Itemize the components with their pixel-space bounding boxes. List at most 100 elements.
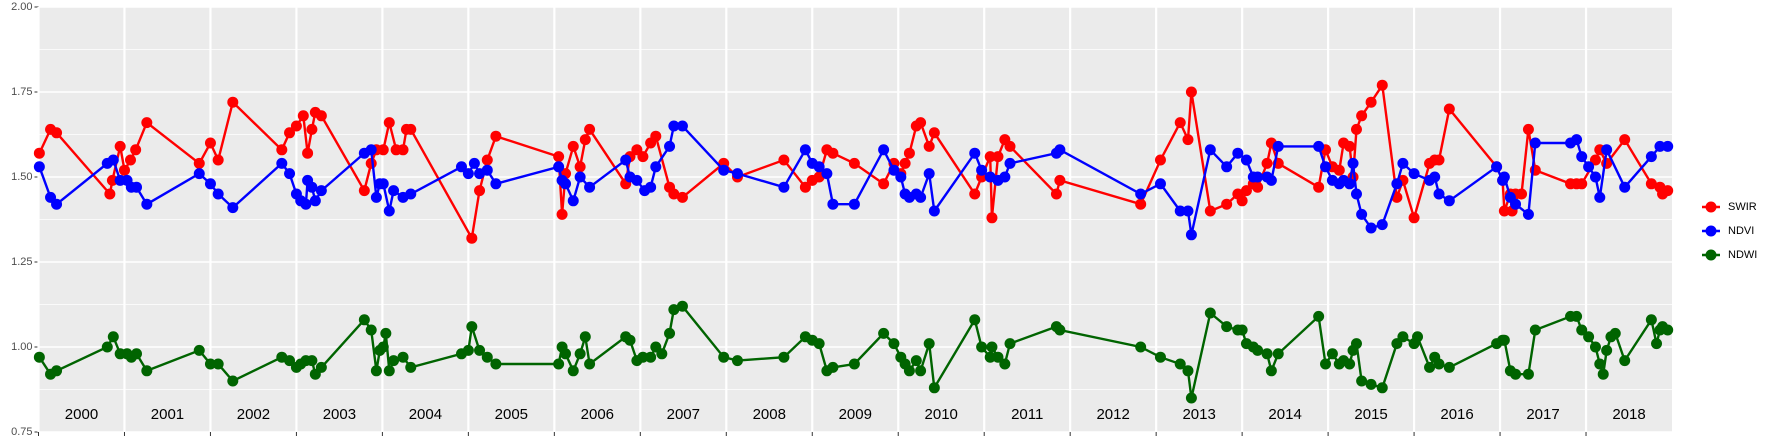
data-point <box>1529 137 1541 149</box>
data-point <box>645 351 657 363</box>
data-point <box>1651 338 1663 350</box>
data-point <box>33 351 45 363</box>
data-point <box>574 171 586 183</box>
y-tick-label: 1.00 <box>11 341 32 353</box>
data-point <box>878 178 890 190</box>
data-point <box>370 191 382 203</box>
data-point <box>204 137 216 149</box>
data-point <box>1510 368 1522 380</box>
year-label: 2003 <box>323 406 356 423</box>
data-point <box>1236 195 1248 207</box>
data-point <box>462 168 474 180</box>
data-point <box>1174 205 1186 217</box>
data-point <box>1597 368 1609 380</box>
data-point <box>1433 188 1445 200</box>
data-point <box>1619 181 1631 193</box>
data-point <box>556 208 568 220</box>
data-point <box>567 195 579 207</box>
data-point <box>383 117 395 129</box>
year-label: 2006 <box>581 406 614 423</box>
data-point <box>141 117 153 129</box>
data-point <box>1408 168 1420 180</box>
data-point <box>1240 185 1252 197</box>
data-point <box>923 140 935 152</box>
data-point <box>1350 188 1362 200</box>
data-point <box>1185 229 1197 241</box>
data-point <box>466 321 478 333</box>
data-point <box>204 358 216 370</box>
data-point <box>895 171 907 183</box>
y-tick-label: 2.00 <box>11 1 32 13</box>
data-point <box>1601 144 1613 156</box>
data-point <box>827 361 839 373</box>
data-point <box>584 181 596 193</box>
y-tick-label: 0.75 <box>11 426 32 438</box>
data-point <box>624 334 636 346</box>
data-point <box>104 188 116 200</box>
data-point <box>1609 327 1621 339</box>
data-point <box>383 365 395 377</box>
data-point <box>1433 154 1445 166</box>
y-tick-label: 1.25 <box>11 256 32 268</box>
data-point <box>969 314 981 326</box>
data-point <box>821 168 833 180</box>
legend-marker <box>1705 201 1717 213</box>
data-point <box>1571 310 1583 322</box>
data-point <box>1498 334 1510 346</box>
data-point <box>106 174 118 186</box>
data-point <box>878 327 890 339</box>
data-point <box>1320 358 1332 370</box>
data-point <box>1272 348 1284 360</box>
data-point <box>631 174 643 186</box>
data-point <box>1182 134 1194 146</box>
data-point <box>1662 140 1674 152</box>
data-point <box>813 161 825 173</box>
data-point <box>377 178 389 190</box>
data-point <box>1365 222 1377 234</box>
year-label: 2011 <box>1011 406 1043 423</box>
data-point <box>1376 219 1388 231</box>
data-point <box>358 314 370 326</box>
data-point <box>51 198 63 210</box>
data-point <box>1350 338 1362 350</box>
data-point <box>1594 358 1606 370</box>
data-point <box>1619 355 1631 367</box>
data-point <box>1350 123 1362 135</box>
data-point <box>664 140 676 152</box>
data-point <box>1397 331 1409 343</box>
data-point <box>1576 324 1588 336</box>
data-point <box>1662 324 1674 336</box>
data-point <box>481 154 493 166</box>
legend-marker <box>1705 249 1717 261</box>
data-point <box>1594 191 1606 203</box>
data-point <box>731 355 743 367</box>
data-point <box>1050 188 1062 200</box>
data-point <box>923 168 935 180</box>
data-point <box>1491 161 1503 173</box>
data-point <box>193 344 205 356</box>
data-point <box>1344 140 1356 152</box>
data-point <box>778 181 790 193</box>
y-tick-label: 1.75 <box>11 86 32 98</box>
data-point <box>778 154 790 166</box>
data-point <box>1154 154 1166 166</box>
data-point <box>1221 321 1233 333</box>
data-point <box>481 164 493 176</box>
data-point <box>668 120 680 132</box>
data-point <box>915 117 927 129</box>
data-point <box>1004 157 1016 169</box>
data-point <box>984 351 996 363</box>
data-point <box>1576 178 1588 190</box>
data-point <box>718 164 730 176</box>
data-point <box>306 355 318 367</box>
data-point <box>212 358 224 370</box>
data-point <box>466 232 478 244</box>
data-point <box>383 205 395 217</box>
data-point <box>799 144 811 156</box>
data-point <box>1498 171 1510 183</box>
data-point <box>888 164 900 176</box>
year-label: 2014 <box>1268 406 1301 423</box>
data-point <box>1135 341 1147 353</box>
data-point <box>1265 365 1277 377</box>
